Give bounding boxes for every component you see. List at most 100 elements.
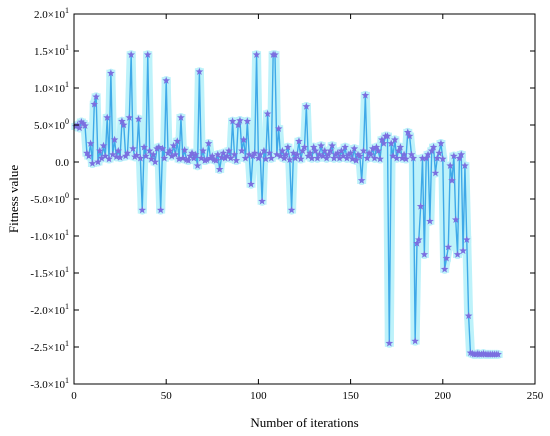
data-point — [256, 150, 265, 158]
data-point — [383, 132, 392, 140]
y-tick-label: -5.0×100 — [30, 191, 69, 206]
data-point — [261, 155, 270, 163]
data-point — [280, 154, 289, 162]
data-point — [127, 50, 135, 58]
data-point — [333, 149, 342, 157]
data-point — [344, 150, 353, 158]
data-point — [88, 159, 97, 167]
data-point — [348, 155, 357, 163]
data-point — [232, 156, 241, 164]
data-point — [374, 146, 383, 155]
data-point — [300, 143, 309, 151]
data-point — [151, 158, 159, 166]
data-point — [97, 154, 106, 162]
data-point — [376, 155, 384, 163]
data-point — [190, 154, 198, 162]
y-tick-label: 5.0×100 — [34, 117, 69, 132]
data-point — [72, 122, 80, 130]
data-point — [494, 350, 502, 358]
data-point — [107, 69, 115, 77]
data-point — [319, 152, 327, 160]
data-point — [223, 152, 231, 160]
data-point — [217, 153, 226, 161]
data-point — [99, 141, 108, 149]
data-point — [446, 161, 454, 169]
data-point — [387, 139, 395, 147]
data-point — [247, 180, 255, 188]
data-point — [173, 137, 182, 145]
data-point — [114, 146, 123, 155]
data-point — [153, 144, 161, 152]
data-point — [83, 149, 91, 157]
data-point — [453, 250, 462, 258]
y-tick-label: -3.0×101 — [30, 376, 69, 391]
data-point — [437, 139, 445, 147]
data-point — [191, 150, 200, 158]
data-point — [354, 150, 362, 158]
data-point — [118, 117, 126, 125]
data-point — [119, 121, 128, 129]
data-point — [330, 154, 338, 162]
data-point — [265, 149, 274, 157]
data-point — [422, 154, 431, 162]
data-point — [158, 144, 167, 152]
data-point — [322, 154, 331, 162]
data-point — [405, 132, 414, 140]
x-tick-label: 200 — [435, 390, 452, 402]
data-point — [143, 50, 152, 58]
data-point — [313, 154, 322, 162]
data-point — [315, 150, 324, 158]
data-point — [440, 265, 449, 273]
confidence-band-layer — [71, 50, 503, 359]
x-axis-title: Number of iterations — [250, 415, 358, 430]
data-point — [398, 154, 407, 162]
data-point — [84, 152, 93, 160]
axis-ticks: 0 50 100 150 200 250 2.0×101 1.5×101 1.0×101 5.0×… — [30, 6, 543, 402]
data-point — [297, 155, 305, 163]
data-point — [125, 113, 134, 121]
x-tick-label: 100 — [250, 390, 267, 402]
data-point — [372, 143, 381, 151]
data-point — [129, 144, 137, 152]
data-point — [162, 76, 170, 84]
data-point — [149, 150, 158, 158]
data-point — [276, 152, 285, 160]
data-point — [142, 152, 150, 160]
y-tick-label: -1.0×101 — [30, 228, 69, 243]
data-point — [439, 155, 447, 163]
data-point — [379, 139, 388, 147]
data-point — [320, 146, 329, 155]
data-point — [335, 154, 344, 162]
data-point — [341, 143, 349, 151]
data-point — [75, 123, 84, 132]
data-point — [350, 144, 359, 152]
data-point — [132, 151, 141, 159]
data-point — [90, 100, 99, 108]
data-point — [79, 119, 88, 127]
data-point — [101, 152, 110, 160]
data-point — [415, 235, 423, 243]
data-point — [427, 146, 436, 155]
data-point — [284, 143, 292, 151]
data-point — [263, 109, 272, 118]
data-point — [193, 161, 202, 169]
data-point — [451, 215, 460, 223]
data-point — [464, 311, 473, 320]
data-point — [245, 150, 253, 158]
data-point — [201, 156, 209, 164]
data-point — [228, 117, 237, 125]
data-point — [197, 154, 206, 162]
data-point — [291, 154, 300, 162]
data-point — [215, 165, 224, 173]
data-point — [462, 235, 471, 243]
data-point — [267, 154, 276, 162]
data-point — [94, 158, 102, 166]
data-point — [459, 246, 467, 255]
data-point — [448, 176, 456, 184]
data-point — [195, 67, 204, 75]
data-point — [409, 154, 418, 162]
data-point — [92, 92, 100, 101]
data-point — [123, 149, 132, 157]
data-point — [167, 152, 176, 160]
data-point — [363, 154, 371, 162]
